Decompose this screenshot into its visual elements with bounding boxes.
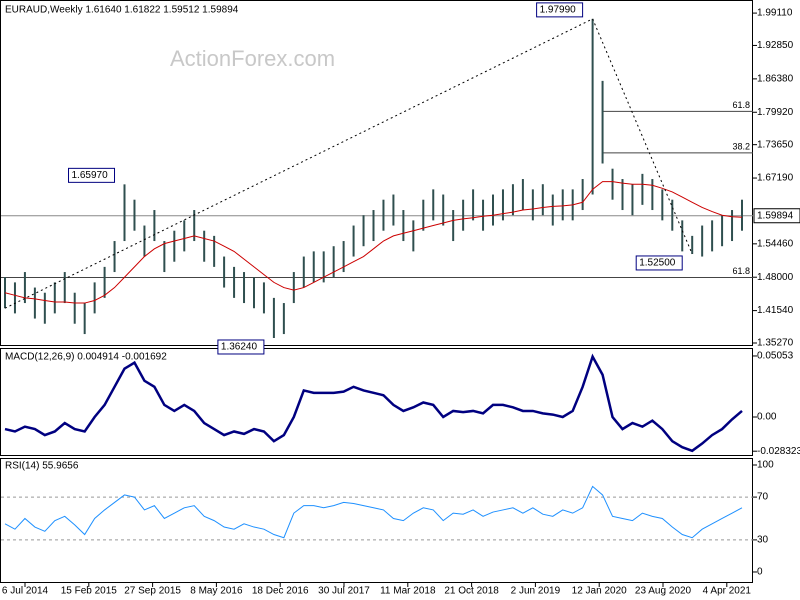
price-panel xyxy=(0,0,753,346)
moving-average xyxy=(4,181,743,304)
last-price-box xyxy=(753,208,800,224)
indicator-line xyxy=(4,353,743,453)
y-tick-label: 1.79920 xyxy=(757,107,794,118)
y-tick-label: 1.92850 xyxy=(757,40,794,51)
y-tick-label: 1.73650 xyxy=(757,139,794,150)
annotation-label: 1.97990 xyxy=(540,5,577,16)
x-tick-label: 27 Sep 2015 xyxy=(124,586,181,597)
y-tick-label: 0.05053 xyxy=(757,351,794,362)
rsi-panel xyxy=(0,458,753,583)
annotation-box xyxy=(68,167,116,183)
y-tick-label: 1.35270 xyxy=(757,338,794,349)
x-tick-label: 8 May 2016 xyxy=(190,586,243,597)
annotation-box xyxy=(217,339,265,355)
x-tick-label: 30 Jul 2017 xyxy=(318,586,370,597)
x-tick-label: 6 Jul 2014 xyxy=(2,586,49,597)
fib-label: 38.2 xyxy=(732,141,750,151)
y-tick-label: 1.67190 xyxy=(757,173,794,184)
rsi-title: RSI(14) 55.9656 xyxy=(5,461,79,472)
y-tick-label: 0 xyxy=(757,567,763,578)
macd-title: MACD(12,26,9) 0.004914 -0.001692 xyxy=(5,352,167,363)
trend-line xyxy=(592,18,693,255)
y-tick-label: 1.86380 xyxy=(757,74,794,85)
annotation-box xyxy=(536,2,584,18)
x-tick-label: 15 Feb 2015 xyxy=(61,586,118,597)
trend-line xyxy=(4,18,593,309)
annotation-box xyxy=(635,255,683,271)
x-tick-label: 23 Aug 2020 xyxy=(635,586,692,597)
chart-title: EURAUD,Weekly 1.61640 1.61822 1.59512 1.… xyxy=(5,5,239,16)
y-tick-label: 0.00 xyxy=(757,412,777,423)
x-tick-label: 21 Oct 2018 xyxy=(444,586,499,597)
x-tick-label: 18 Dec 2016 xyxy=(252,586,309,597)
y-tick-label: 1.48000 xyxy=(757,272,794,283)
annotation-label: 1.65970 xyxy=(72,170,109,181)
x-tick-label: 12 Jan 2020 xyxy=(572,586,627,597)
fib-label: 61.8 xyxy=(732,266,750,276)
y-tick-label: 100 xyxy=(757,460,774,471)
y-tick-label: 1.54460 xyxy=(757,238,794,249)
y-tick-label: -0.028323 xyxy=(757,446,800,457)
y-tick-label: 1.41540 xyxy=(757,305,794,316)
x-tick-label: 11 Mar 2018 xyxy=(380,586,436,597)
x-tick-label: 4 Apr 2021 xyxy=(703,586,752,597)
indicator-line xyxy=(4,485,743,539)
watermark: ActionForex.com xyxy=(170,46,335,71)
annotation-label: 1.52500 xyxy=(639,258,676,269)
y-tick-label: 30 xyxy=(757,535,769,546)
y-tick-label: 70 xyxy=(757,492,769,503)
annotation-label: 1.36240 xyxy=(221,342,258,353)
y-tick-label: 1.99110 xyxy=(757,8,793,19)
last-price-label: 1.59894 xyxy=(757,210,794,221)
x-tick-label: 2 Jun 2019 xyxy=(511,586,561,597)
fib-label: 61.8 xyxy=(732,100,750,110)
macd-panel xyxy=(0,348,753,456)
